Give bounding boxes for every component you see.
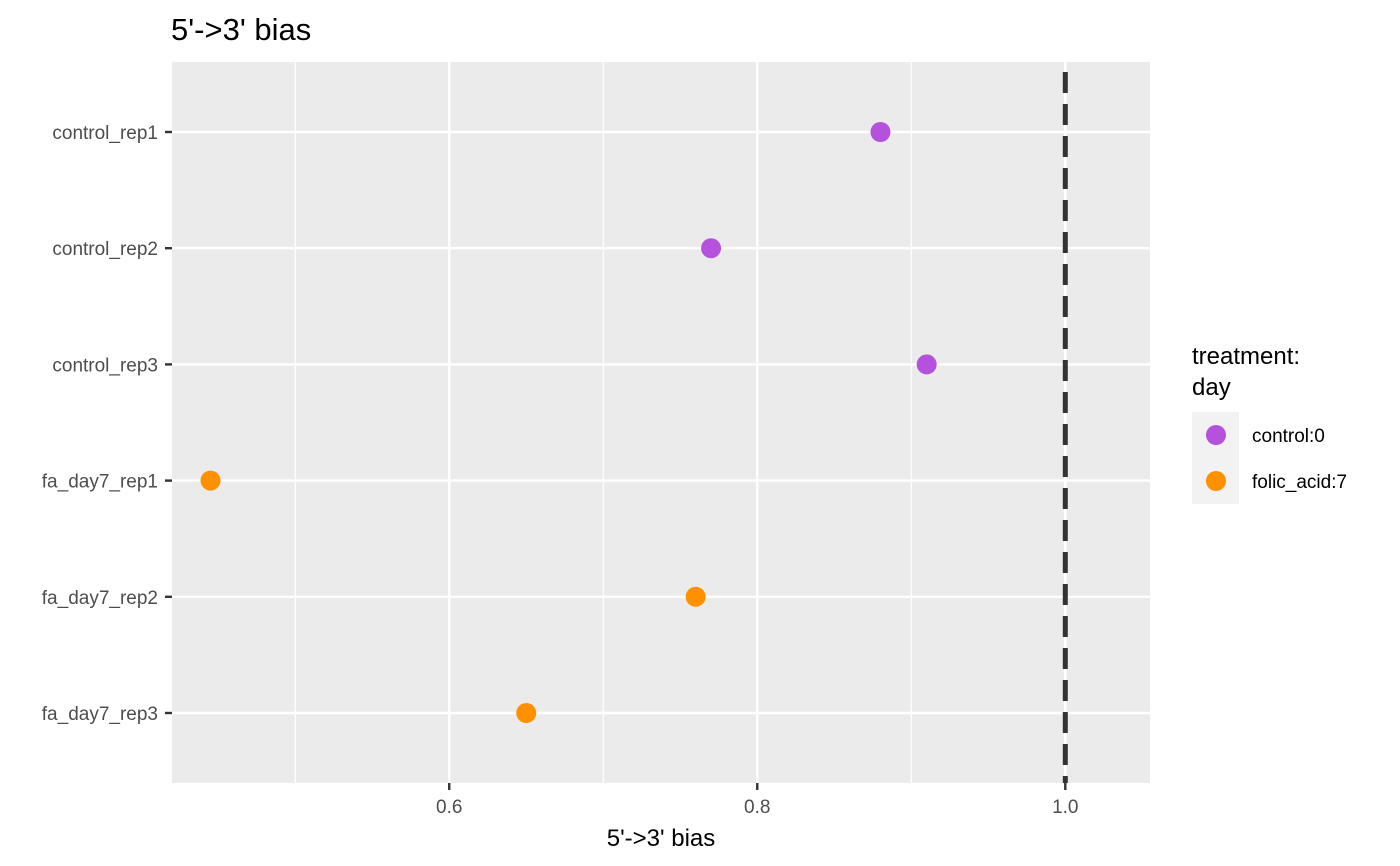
legend-key-control (1206, 425, 1226, 445)
x-tick-label: 0.8 (744, 797, 770, 818)
y-tick-label: fa_day7_rep1 (42, 472, 158, 493)
legend: treatment: day control:0 folic_acid:7 (1192, 343, 1347, 504)
data-point (516, 703, 537, 723)
data-point (870, 122, 891, 142)
data-point (701, 238, 722, 259)
y-tick-label: control_rep2 (52, 239, 158, 260)
plot-panel (172, 62, 1150, 783)
y-axis: control_rep1 control_rep2 control_rep3 fa_d… (42, 123, 172, 725)
legend-title-line-2: day (1192, 374, 1231, 401)
y-tick-label: fa_day7_rep2 (42, 588, 158, 609)
x-tick-label: 1.0 (1052, 797, 1078, 818)
legend-label-control: control:0 (1252, 426, 1325, 447)
data-point (685, 586, 706, 607)
y-tick-label: fa_day7_rep3 (42, 704, 158, 725)
x-axis: 0.6 0.8 1.0 (436, 783, 1079, 818)
data-points (200, 122, 937, 723)
legend-key-folic-acid (1206, 471, 1226, 491)
y-tick-label: control_rep3 (52, 355, 158, 376)
data-point (200, 470, 221, 491)
data-point (916, 354, 937, 375)
x-axis-title: 5'->3' bias (607, 825, 716, 852)
minor-gridlines (294, 62, 912, 783)
y-tick-label: control_rep1 (52, 123, 158, 144)
x-tick-label: 0.6 (436, 797, 462, 818)
chart-title: 5'->3' bias (171, 12, 311, 47)
legend-title-line-1: treatment: (1192, 343, 1300, 370)
legend-label-folic-acid: folic_acid:7 (1252, 472, 1347, 493)
